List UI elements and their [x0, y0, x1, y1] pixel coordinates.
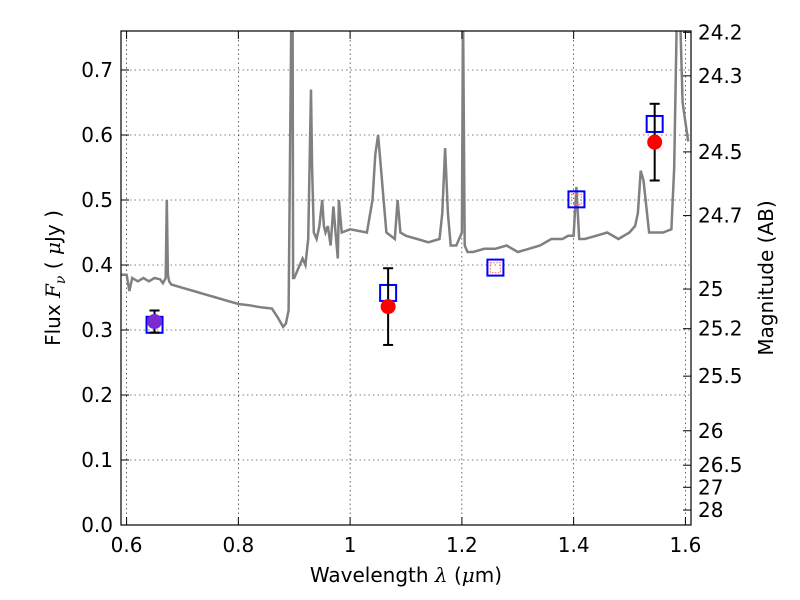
y-axis-label: Flux Fν ( μJy ) — [41, 210, 69, 346]
right-tick-label-6: 25.5 — [698, 364, 743, 388]
model_photometry-point-3 — [567, 190, 586, 209]
right-tick-label-4: 25 — [698, 277, 723, 301]
model-spectrum-line — [121, 31, 690, 329]
observed-point-1 — [647, 134, 663, 150]
upper_square-point-1 — [570, 193, 583, 205]
plot-frame — [120, 30, 692, 526]
y-tick-label-2: 0.2 — [81, 383, 113, 407]
right-tick-label-0: 24.2 — [698, 20, 743, 44]
right-tick-label-7: 26 — [698, 419, 723, 443]
x-tick-label-3: 1.2 — [446, 533, 478, 557]
x-tick-label-0: 0.6 — [111, 533, 143, 557]
y-tick-label-4: 0.4 — [81, 253, 113, 277]
y-tick-label-6: 0.6 — [81, 123, 113, 147]
x-tick-label-5: 1.6 — [670, 533, 702, 557]
y-axis-left: 0.0 0.1 0.2 0.3 0.4 0.5 0.6 0.7 — [81, 58, 129, 537]
right-tick-label-5: 25.2 — [698, 317, 743, 341]
spectrum-layer — [121, 31, 690, 329]
model_photometry-point-2 — [486, 258, 505, 277]
points-layer — [145, 102, 664, 346]
x-tick-label-4: 1.4 — [558, 533, 590, 557]
upper_square-point-0 — [489, 262, 502, 274]
observed_blue-point-0 — [147, 314, 163, 330]
right-tick-label-1: 24.3 — [698, 64, 743, 88]
y-tick-label-7: 0.7 — [81, 58, 113, 82]
right-tick-label-3: 24.7 — [698, 204, 743, 228]
right-tick-label-9: 27 — [698, 475, 723, 499]
y-tick-label-3: 0.3 — [81, 318, 113, 342]
y-axis-right-label: Magnitude (AB) — [754, 200, 778, 355]
y-tick-label-0: 0.0 — [81, 513, 113, 537]
x-axis: 0.6 0.8 1 1.2 1.4 1.6 — [111, 31, 702, 557]
grid — [121, 31, 691, 526]
x-tick-label-1: 0.8 — [222, 533, 254, 557]
observed-point-0 — [380, 299, 396, 315]
y-tick-label-1: 0.1 — [81, 448, 113, 472]
right-tick-label-10: 28 — [698, 498, 723, 522]
x-axis-label: Wavelength λ (μm) — [310, 563, 502, 587]
x-tick-label-2: 1 — [344, 533, 357, 557]
right-tick-label-8: 26.5 — [698, 453, 743, 477]
right-tick-label-2: 24.5 — [698, 140, 743, 164]
y-tick-label-5: 0.5 — [81, 188, 113, 212]
